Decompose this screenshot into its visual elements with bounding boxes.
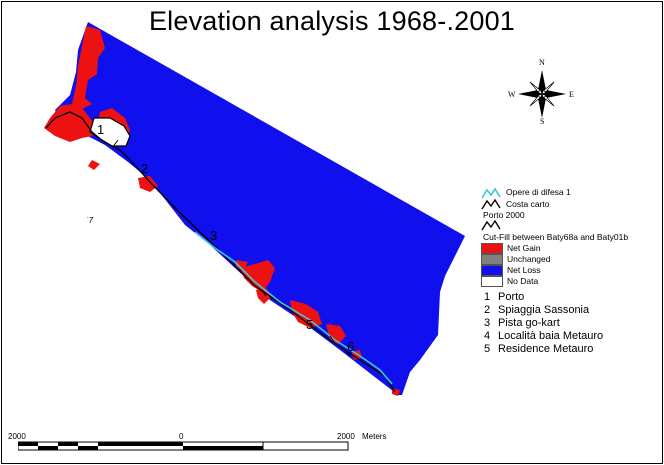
swatch-unchanged (481, 254, 503, 265)
coast-line (45, 111, 396, 393)
legend-opere: Opere di difesa 1 (506, 187, 571, 197)
site-item: 5 Residence Metauro (484, 343, 594, 355)
net-gain-patch (88, 160, 100, 170)
map-point-7: ˙7 (86, 216, 94, 225)
legend-cutfill: Cut-Fill between Baty68a and Baty01b (483, 232, 629, 242)
scale-bar (18, 441, 349, 451)
net-gain-patch (72, 26, 105, 110)
site-item: 2 Spiaggia Sassonia (484, 304, 590, 316)
legend-costa: Costa carto (506, 199, 550, 209)
legend-unchanged: Unchanged (507, 254, 551, 264)
net-gain-patch (326, 324, 346, 344)
map-label-6: 6 (347, 339, 355, 354)
cutfill-symbol (481, 219, 501, 231)
legend-net-loss: Net Loss (507, 265, 541, 275)
legend-porto: Porto 2000 (483, 210, 525, 220)
net-gain-patch (290, 300, 322, 328)
scale-label-unit: Meters (362, 432, 387, 441)
compass-north-point (538, 70, 546, 94)
map-label-1: 1 (97, 122, 105, 137)
coast-structures (111, 139, 351, 357)
legend-net-gain: Net Gain (507, 243, 541, 253)
swatch-net-gain (481, 243, 503, 254)
site-item: 1 Porto (484, 291, 525, 303)
compass-n-label: N (539, 58, 545, 67)
site-item: 4 Località baia Metauro (484, 330, 604, 342)
net-gain-patch (44, 103, 98, 142)
legend-no-data: No Data (507, 276, 539, 286)
compass-e-label: E (569, 90, 574, 99)
compass-s-label: S (540, 117, 545, 126)
scale-label-right: 2000 (337, 432, 355, 441)
compass-west-point (518, 90, 542, 98)
net-gain-patch (240, 260, 275, 292)
swatch-no-data (481, 276, 503, 287)
map-title: Elevation analysis 1968-.2001 (148, 6, 516, 36)
compass-w-label: W (508, 90, 516, 99)
map-label-5: 5 (306, 317, 314, 332)
costa-line-symbol (481, 198, 501, 210)
compass-rose (518, 70, 566, 118)
defense-works-line (194, 231, 393, 385)
map-label-2: 2 (141, 161, 149, 176)
swatch-net-loss (481, 265, 503, 276)
no-data-port (89, 117, 131, 147)
net-loss-area (55, 22, 465, 395)
scale-label-left: 2000 (8, 432, 26, 441)
map-label-3: 3 (210, 228, 218, 243)
site-item: 3 Pista go-kart (484, 317, 560, 329)
compass-south-point (538, 94, 546, 118)
opere-line-symbol (481, 187, 501, 199)
net-gain-patch (138, 176, 158, 192)
scale-label-center: 0 (179, 432, 184, 441)
compass-east-point (542, 90, 566, 98)
